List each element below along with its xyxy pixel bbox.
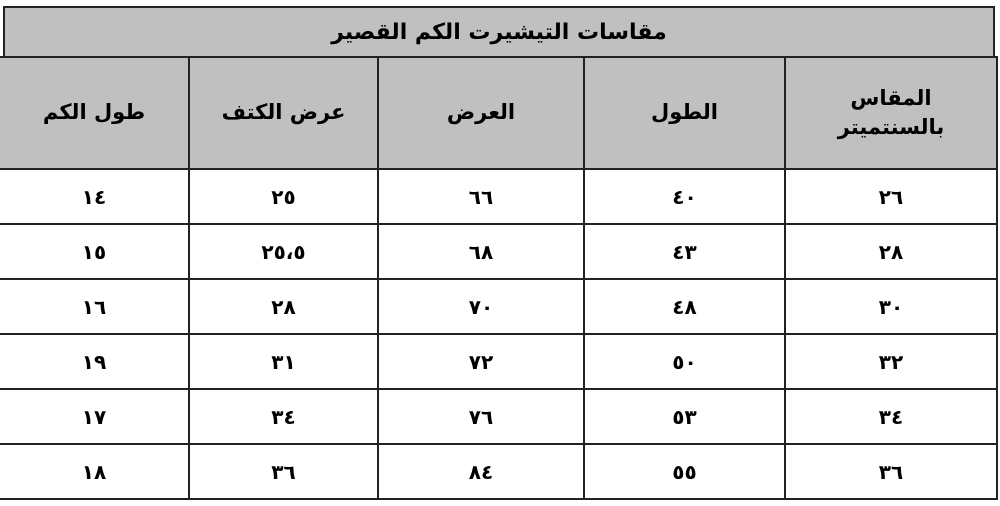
cell-sleeve-length: ١٨: [0, 443, 190, 500]
header-width: العرض: [377, 56, 585, 170]
table-title: مقاسات التيشيرت الكم القصير: [3, 6, 995, 56]
size-chart-table: المقاس بالسنتميتر الطول العرض عرض الكتف …: [0, 56, 998, 500]
cell-width: ٧٢: [377, 333, 585, 390]
cell-size: ٢٨: [784, 223, 998, 280]
cell-length: ٥٣: [583, 388, 786, 445]
header-shoulder-width: عرض الكتف: [188, 56, 379, 170]
cell-width: ٨٤: [377, 443, 585, 500]
cell-length: ٤٠: [583, 168, 786, 225]
cell-shoulder-width: ٣١: [188, 333, 379, 390]
cell-size: ٢٦: [784, 168, 998, 225]
cell-shoulder-width: ٢٥: [188, 168, 379, 225]
table-row: ٢٨ ٤٣ ٦٨ ٢٥،٥ ١٥: [0, 223, 998, 280]
cell-length: ٤٨: [583, 278, 786, 335]
cell-sleeve-length: ١٩: [0, 333, 190, 390]
table-row: ٣٦ ٥٥ ٨٤ ٣٦ ١٨: [0, 443, 998, 500]
cell-width: ٦٨: [377, 223, 585, 280]
cell-length: ٤٣: [583, 223, 786, 280]
table-row: ٣٠ ٤٨ ٧٠ ٢٨ ١٦: [0, 278, 998, 335]
cell-shoulder-width: ٢٨: [188, 278, 379, 335]
table-row: ٣٢ ٥٠ ٧٢ ٣١ ١٩: [0, 333, 998, 390]
cell-shoulder-width: ٣٤: [188, 388, 379, 445]
table-row: ٢٦ ٤٠ ٦٦ ٢٥ ١٤: [0, 168, 998, 225]
cell-size: ٣٠: [784, 278, 998, 335]
cell-size: ٣٦: [784, 443, 998, 500]
table-row: ٣٤ ٥٣ ٧٦ ٣٤ ١٧: [0, 388, 998, 445]
header-row: المقاس بالسنتميتر الطول العرض عرض الكتف …: [0, 56, 998, 170]
cell-sleeve-length: ١٧: [0, 388, 190, 445]
cell-width: ٧٠: [377, 278, 585, 335]
cell-sleeve-length: ١٥: [0, 223, 190, 280]
cell-shoulder-width: ٢٥،٥: [188, 223, 379, 280]
cell-length: ٥٥: [583, 443, 786, 500]
cell-sleeve-length: ١٤: [0, 168, 190, 225]
cell-width: ٦٦: [377, 168, 585, 225]
title-word-1: مقاسات: [577, 19, 667, 45]
header-length: الطول: [583, 56, 786, 170]
cell-shoulder-width: ٣٦: [188, 443, 379, 500]
cell-size: ٣٢: [784, 333, 998, 390]
cell-length: ٥٠: [583, 333, 786, 390]
title-word-2-misspelled: التيشيرت: [468, 19, 570, 45]
header-sleeve-length: طول الكم: [0, 56, 190, 170]
cell-size: ٣٤: [784, 388, 998, 445]
header-size: المقاس بالسنتميتر: [784, 56, 998, 170]
cell-sleeve-length: ١٦: [0, 278, 190, 335]
cell-width: ٧٦: [377, 388, 585, 445]
title-word-3: الكم القصير: [331, 19, 461, 45]
